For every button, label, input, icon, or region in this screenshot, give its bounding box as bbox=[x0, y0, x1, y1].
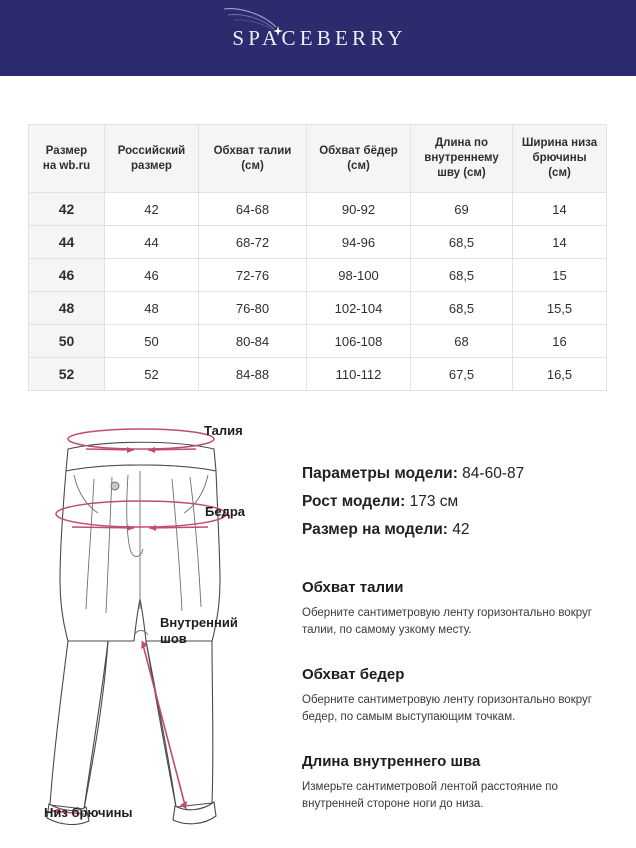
inseam-label: Внутренний шов bbox=[160, 615, 238, 646]
measurement-cell: 15 bbox=[512, 258, 607, 292]
measurement-cell: 64-68 bbox=[198, 192, 307, 226]
measurement-cell: 68,5 bbox=[410, 258, 513, 292]
model-fact-value: 84-60-87 bbox=[457, 465, 525, 482]
measurement-cell: 52 bbox=[104, 357, 199, 391]
measurement-cell: 14 bbox=[512, 225, 607, 259]
instruction-block: Обхват бедер Оберните сантиметровую ленту… bbox=[302, 665, 608, 726]
model-fact-label: Размер на модели: bbox=[302, 521, 448, 538]
model-info-block: Параметры модели: 84-60-87 Рост модели: 1… bbox=[302, 461, 608, 542]
table-row: 50 50 80-84 106-108 68 16 bbox=[28, 324, 607, 358]
table-column-header-2: Обхват талии (см) bbox=[198, 124, 307, 193]
size-cell: 42 bbox=[28, 192, 105, 226]
trousers-illustration bbox=[46, 428, 227, 826]
measurement-cell: 68,5 bbox=[410, 291, 513, 325]
waist-label: Талия bbox=[204, 423, 243, 438]
table-column-header-1: Российский размер bbox=[104, 124, 199, 193]
measurement-cell: 80-84 bbox=[198, 324, 307, 358]
brand-logo: SPACEBERRY bbox=[223, 8, 407, 61]
table-column-header-5: Ширина низа брючины (см) bbox=[512, 124, 607, 193]
size-cell: 48 bbox=[28, 291, 105, 325]
instruction-text: Оберните сантиметровую ленту горизонталь… bbox=[302, 694, 592, 723]
inseam-measure-arrow bbox=[141, 640, 187, 810]
hips-label: Бедра bbox=[205, 504, 245, 519]
table-row: 48 48 76-80 102-104 68,5 15,5 bbox=[28, 291, 607, 325]
model-fact: Параметры модели: 84-60-87 bbox=[302, 461, 608, 486]
measurement-cell: 14 bbox=[512, 192, 607, 226]
measurement-cell: 15,5 bbox=[512, 291, 607, 325]
instructions-block: Обхват талии Оберните сантиметровую ленту… bbox=[302, 578, 608, 813]
measurement-cell: 106-108 bbox=[306, 324, 411, 358]
waist-measure-ellipse bbox=[67, 428, 215, 453]
page-header: SPACEBERRY bbox=[0, 0, 636, 76]
table-column-header-4: Длина по внутреннему шву (см) bbox=[410, 124, 513, 193]
measurement-cell: 42 bbox=[104, 192, 199, 226]
measurement-cell: 90-92 bbox=[306, 192, 411, 226]
model-fact: Размер на модели: 42 bbox=[302, 517, 608, 542]
measurement-cell: 68 bbox=[410, 324, 513, 358]
table-row: 52 52 84-88 110-112 67,5 16,5 bbox=[28, 357, 607, 391]
model-fact-value: 42 bbox=[447, 521, 470, 538]
measurement-cell: 84-88 bbox=[198, 357, 307, 391]
measurement-cell: 48 bbox=[104, 291, 199, 325]
table-row: 42 42 64-68 90-92 69 14 bbox=[28, 192, 607, 226]
measurement-cell: 110-112 bbox=[306, 357, 411, 391]
measurement-cell: 69 bbox=[410, 192, 513, 226]
measurement-cell: 98-100 bbox=[306, 258, 411, 292]
measurement-diagram: Талия Бедра Внутренний шов Низ брючины bbox=[0, 409, 296, 829]
measurement-guide-text: Параметры модели: 84-60-87 Рост модели: 1… bbox=[296, 409, 636, 829]
table-body: 42 42 64-68 90-92 69 14 44 44 68-72 94-96 68,5 14 46… bbox=[28, 192, 607, 391]
model-fact: Рост модели: 173 см bbox=[302, 489, 608, 514]
size-cell: 46 bbox=[28, 258, 105, 292]
measurement-cell: 46 bbox=[104, 258, 199, 292]
measurement-cell: 102-104 bbox=[306, 291, 411, 325]
instruction-text: Измерьте сантиметровой лентой расстояние… bbox=[302, 781, 558, 810]
measurement-cell: 16,5 bbox=[512, 357, 607, 391]
measurement-cell: 68-72 bbox=[198, 225, 307, 259]
size-chart-table: Размер на wb.ru Российский размер Обхват тал… bbox=[28, 124, 607, 391]
hips-measure-ellipse bbox=[55, 500, 227, 531]
instruction-text: Оберните сантиметровую ленту горизонталь… bbox=[302, 607, 592, 636]
table-row: 44 44 68-72 94-96 68,5 14 bbox=[28, 225, 607, 259]
size-table-section: Размер на wb.ru Российский размер Обхват тал… bbox=[0, 76, 636, 391]
measurement-cell: 67,5 bbox=[410, 357, 513, 391]
measurement-cell: 72-76 bbox=[198, 258, 307, 292]
measurement-cell: 68,5 bbox=[410, 225, 513, 259]
table-header-row: Размер на wb.ru Российский размер Обхват тал… bbox=[28, 124, 607, 193]
measurement-cell: 16 bbox=[512, 324, 607, 358]
model-fact-label: Рост модели: bbox=[302, 493, 406, 510]
brand-name: SPACEBERRY bbox=[232, 25, 407, 50]
hem-measure-arrows bbox=[51, 808, 85, 815]
instruction-title: Обхват бедер bbox=[302, 666, 405, 683]
instruction-title: Обхват талии bbox=[302, 579, 404, 596]
measurement-cell: 94-96 bbox=[306, 225, 411, 259]
measurement-cell: 44 bbox=[104, 225, 199, 259]
measurement-cell: 50 bbox=[104, 324, 199, 358]
size-cell: 52 bbox=[28, 357, 105, 391]
model-fact-label: Параметры модели: bbox=[302, 465, 458, 482]
instruction-title: Длина внутреннего шва bbox=[302, 753, 481, 770]
table-column-header-3: Обхват бёдер (см) bbox=[306, 124, 411, 193]
hem-label: Низ брючины bbox=[44, 805, 133, 820]
lower-section: Талия Бедра Внутренний шов Низ брючины П… bbox=[0, 391, 636, 829]
instruction-block: Обхват талии Оберните сантиметровую ленту… bbox=[302, 578, 608, 639]
size-cell: 44 bbox=[28, 225, 105, 259]
model-fact-value: 173 см bbox=[405, 493, 459, 510]
table-column-header-0: Размер на wb.ru bbox=[28, 124, 105, 193]
table-row: 46 46 72-76 98-100 68,5 15 bbox=[28, 258, 607, 292]
instruction-block: Длина внутреннего шва Измерьте сантиметро… bbox=[302, 752, 608, 813]
measurement-cell: 76-80 bbox=[198, 291, 307, 325]
size-cell: 50 bbox=[28, 324, 105, 358]
